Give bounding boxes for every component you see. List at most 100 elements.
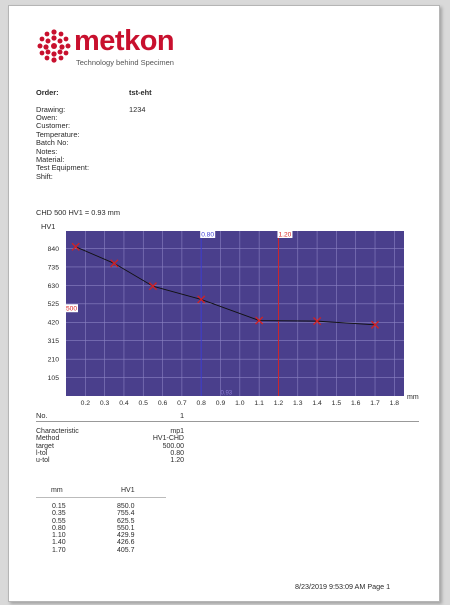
y-tick-labels: 105 210 315 420 525 630 735 840 xyxy=(48,246,60,382)
annotations: 0.80 1.20 500 0.93 xyxy=(65,230,293,397)
y-tick-label: 525 xyxy=(48,301,60,308)
table-cell: 1.10 xyxy=(52,532,66,540)
report-page: metkon Technology behind Specimen Order:… xyxy=(8,5,440,602)
data-point-stroke xyxy=(71,242,80,251)
table-cell: 0.55 xyxy=(52,517,66,525)
x-tick-label: 0.3 xyxy=(100,400,110,407)
x-tick-label: 1.0 xyxy=(235,400,245,407)
field-label: Shift: xyxy=(36,171,53,181)
data-point xyxy=(313,317,322,326)
x-tick-label: 0.9 xyxy=(216,400,226,407)
data-point-stroke xyxy=(148,282,157,291)
data-point xyxy=(255,316,264,325)
table-divider xyxy=(36,497,166,498)
annotation-label-bg xyxy=(277,230,293,238)
data-point xyxy=(148,282,157,291)
y-axis-label: HV1 xyxy=(41,222,55,231)
characteristic-value: 0.80 xyxy=(170,449,184,457)
field-label: Test Equipment: xyxy=(36,163,89,173)
x-tick-label: 1.4 xyxy=(312,400,322,407)
characteristic-label: Method xyxy=(36,435,60,443)
brand-name: metkon xyxy=(74,25,175,57)
column-header-hv1: HV1 xyxy=(121,487,135,494)
y-tick-label: 840 xyxy=(48,246,60,253)
logo-dots-icon xyxy=(37,29,71,63)
annotation-label: 500 xyxy=(66,306,77,313)
characteristic-value: 1.20 xyxy=(170,457,184,465)
x-tick-label: 0.4 xyxy=(119,400,129,407)
field-label: Notes: xyxy=(36,146,58,156)
table-cell: 0.15 xyxy=(52,503,66,510)
info-fields: Owen: Customer: Temperature: Batch No: N… xyxy=(36,113,89,181)
annotation-label-bg xyxy=(65,304,78,313)
x-tick-label: 1.2 xyxy=(274,400,284,407)
characteristic-value: HV1-CHD xyxy=(152,435,184,443)
characteristic-value: mp1 xyxy=(170,428,184,435)
grid-lines xyxy=(66,231,404,396)
annotation-label-bg xyxy=(200,230,216,238)
x-tick-label: 0.7 xyxy=(177,400,187,407)
plot-area xyxy=(66,231,404,396)
table-cell: 405.7 xyxy=(117,546,135,554)
column-header-mm: mm xyxy=(51,487,63,494)
field-label: Material: xyxy=(36,155,65,165)
y-tick-label: 315 xyxy=(48,338,60,345)
brand-tagline: Technology behind Specimen xyxy=(76,58,174,67)
field-label: Owen: xyxy=(36,113,58,122)
table-col-mm: 0.15 0.35 0.55 0.80 1.10 1.40 1.70 xyxy=(52,503,66,554)
order-value: tst-eht xyxy=(129,88,152,97)
data-point xyxy=(110,259,119,268)
chd-result: CHD 500 HV1 = 0.93 mm xyxy=(36,208,120,217)
characteristic-label: Characteristic xyxy=(36,428,79,435)
page-footer: 8/23/2019 9:53:09 AM Page 1 xyxy=(295,582,391,591)
y-tick-label: 105 xyxy=(48,375,60,382)
no-label: No. xyxy=(36,411,48,420)
field-label: Batch No: xyxy=(36,138,69,148)
data-point-stroke xyxy=(197,295,206,304)
drawing-value: 1234 xyxy=(129,105,146,114)
x-tick-label: 1.5 xyxy=(332,400,342,407)
annotation-label: 1.20 xyxy=(278,232,291,239)
y-tick-label: 420 xyxy=(48,320,60,327)
data-point xyxy=(71,242,80,251)
x-tick-label: 1.7 xyxy=(370,400,380,407)
characteristic-label: l-tol xyxy=(36,449,48,457)
table-cell: 429.9 xyxy=(117,532,135,540)
x-tick-label: 1.8 xyxy=(390,400,400,407)
field-label: Temperature: xyxy=(36,129,80,139)
y-tick-label: 210 xyxy=(48,357,60,364)
series-line xyxy=(71,242,380,329)
data-point-stroke xyxy=(255,316,264,325)
annotation-label: 0.80 xyxy=(201,232,214,239)
table-cell: 850.0 xyxy=(117,503,135,510)
table-cell: 0.35 xyxy=(52,510,66,518)
table-cell: 550.1 xyxy=(117,524,135,532)
x-tick-label: 0.8 xyxy=(196,400,206,407)
table-cell: 0.80 xyxy=(52,524,66,532)
characteristic-labels: Characteristic Method target l-tol u-tol xyxy=(36,428,79,464)
x-tick-label: 0.5 xyxy=(139,400,149,407)
x-tick-label: 1.6 xyxy=(351,400,361,407)
characteristic-label: u-tol xyxy=(36,457,50,465)
no-value: 1 xyxy=(180,411,185,420)
x-tick-label: 1.1 xyxy=(254,400,264,407)
x-tick-label: 1.3 xyxy=(293,400,303,407)
table-cell: 1.70 xyxy=(52,546,66,554)
drawing-label: Drawing: xyxy=(36,105,66,114)
data-point xyxy=(197,295,206,304)
data-point-stroke xyxy=(313,317,322,326)
divider xyxy=(36,421,419,422)
table-cell: 1.40 xyxy=(52,539,66,547)
table-cell: 426.6 xyxy=(117,539,135,547)
table-col-hv1: 850.0 755.4 625.5 550.1 429.9 426.6 405.… xyxy=(117,503,135,554)
chd-marker-label: 0.93 xyxy=(220,391,232,397)
table-cell: 755.4 xyxy=(117,510,135,518)
field-label: Customer: xyxy=(36,121,71,131)
x-tick-labels: 0.2 0.3 0.4 0.5 0.6 0.7 0.8 0.9 1.0 1.1 1.2 1.3 1.4 1… xyxy=(81,400,400,407)
order-label: Order: xyxy=(36,88,59,97)
x-tick-label: 0.6 xyxy=(158,400,168,407)
characteristic-label: target xyxy=(36,442,54,450)
data-point-stroke xyxy=(370,320,380,329)
y-tick-label: 630 xyxy=(48,283,60,290)
